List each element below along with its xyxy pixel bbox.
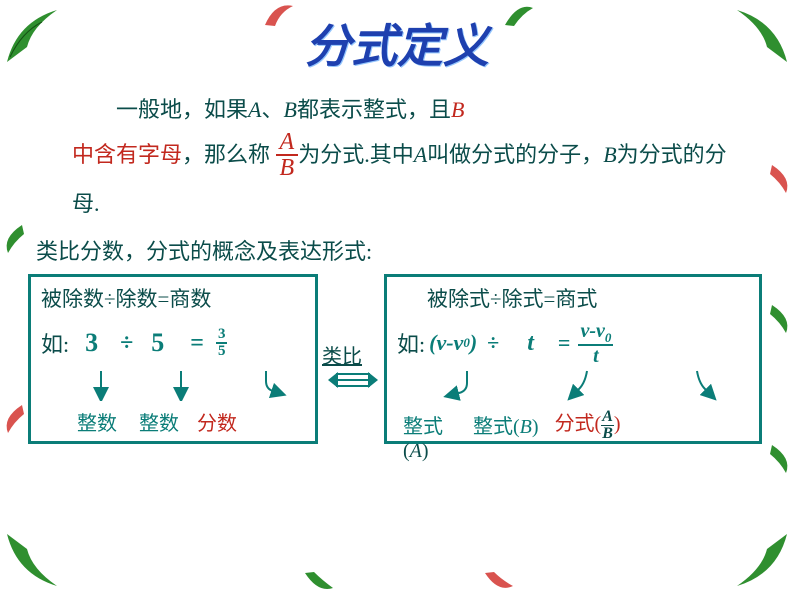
analogy-label: 类比 — [322, 340, 362, 369]
right-v0: v — [454, 330, 464, 356]
left-5: 5 — [151, 328, 164, 358]
analogy-row: 被除数÷除数=商数 如: 3 ÷ 5 = 3 5 整数 — [0, 274, 794, 444]
p2c: 为分式.其中 — [298, 142, 414, 167]
right-v: v — [436, 330, 446, 356]
right-A-under: (A) — [397, 440, 753, 463]
left-arrows — [41, 369, 311, 401]
right-eq: = — [558, 330, 571, 356]
right-box: 被除式÷除式=商式 如: ( v-v0) ÷ t = v-v0 t 整式 — [384, 274, 762, 444]
left-expression: 如: 3 ÷ 5 = 3 5 — [41, 317, 309, 369]
p2b: ，那么称 — [182, 142, 270, 167]
left-line1: 被除数÷除数=商数 — [41, 283, 309, 313]
right-lbl3: 分式(AB) — [555, 407, 621, 442]
right-div: ÷ — [487, 330, 499, 356]
right-lp: ( — [429, 330, 436, 356]
double-arrow-icon — [326, 368, 380, 392]
right-line1: 被除式÷除式=商式 — [397, 283, 753, 313]
p2a: 中含有字母 — [72, 142, 182, 167]
frac-B: B — [276, 156, 299, 180]
right-leaf-3 — [766, 440, 794, 478]
right-labels: 整式 整式(B) 分式(AB) — [397, 407, 753, 442]
p1a: 一般地，如果 — [116, 97, 248, 122]
right-expression: 如: ( v-v0) ÷ t = v-v0 t — [397, 317, 753, 369]
right-frac-n: v-v0 — [578, 321, 613, 346]
right-frac-d: t — [591, 346, 601, 366]
left-frac-d: 5 — [216, 344, 228, 359]
left-labels: 整数 整数 分数 — [41, 407, 309, 436]
p-B2: B — [603, 142, 616, 167]
right-rp: ) — [470, 330, 477, 356]
definition-paragraph: 一般地，如果A、B都表示整式，且B 中含有字母，那么称 A B 为分式.其中A叫… — [0, 76, 794, 226]
left-lbl3: 分数 — [197, 407, 237, 436]
left-ru: 如: — [41, 327, 69, 359]
p-A2: A — [414, 142, 427, 167]
left-box: 被除数÷除数=商数 如: 3 ÷ 5 = 3 5 整数 — [28, 274, 318, 444]
analogy-subheading: 类比分数，分式的概念及表达形式: — [0, 226, 794, 274]
p1b: 、 — [261, 97, 283, 122]
left-frac-n: 3 — [216, 327, 228, 344]
right-arrows — [397, 369, 757, 401]
corner-leaf-bl — [2, 524, 72, 594]
left-3: 3 — [85, 328, 98, 358]
p-B1: B — [283, 97, 296, 122]
page-title: 分式定义 — [0, 0, 794, 76]
right-minus: - — [446, 330, 453, 356]
right-ru: 如: — [397, 327, 425, 359]
right-lbl1: 整式 — [403, 410, 443, 439]
left-lbl2: 整数 — [139, 407, 179, 436]
right-lbl2: 整式(B) — [473, 410, 539, 439]
p-Bred: B — [451, 97, 464, 122]
left-eq: = — [190, 330, 204, 357]
p2d: 叫做分式的分子， — [427, 142, 603, 167]
left-lbl1: 整数 — [77, 407, 117, 436]
right-t: t — [527, 330, 534, 357]
frac-A: A — [276, 130, 299, 156]
bottom-leaf-2 — [480, 568, 518, 596]
left-frac: 3 5 — [216, 327, 228, 359]
p-A1: A — [248, 97, 261, 122]
corner-leaf-br — [722, 524, 792, 594]
right-frac: v-v0 t — [578, 321, 613, 366]
fraction-AB: A B — [276, 130, 299, 180]
bottom-leaf-1 — [300, 568, 338, 596]
p1c: 都表示整式，且 — [297, 97, 451, 122]
left-div: ÷ — [120, 330, 133, 357]
